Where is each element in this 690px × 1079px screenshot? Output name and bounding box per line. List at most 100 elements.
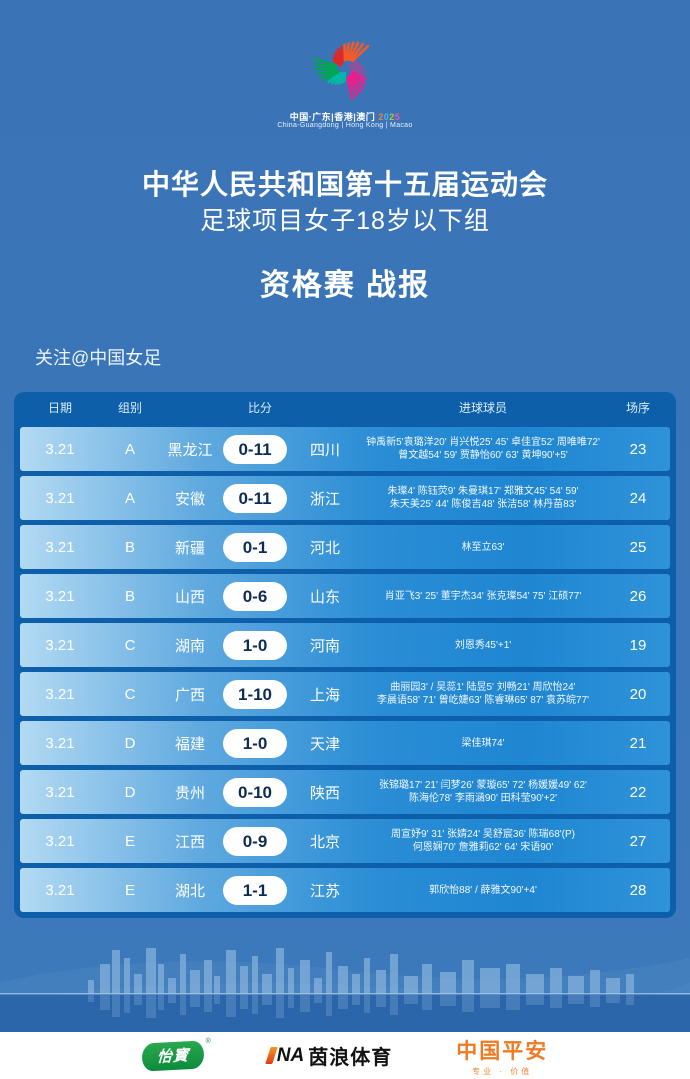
- match-date: 3.21: [45, 489, 75, 507]
- logo-caption-year: 2025: [378, 112, 401, 122]
- match-group: C: [124, 636, 136, 654]
- match-group: A: [124, 440, 135, 458]
- match-group: C: [124, 685, 136, 703]
- page-title: 中华人民共和国第十五届运动会: [141, 169, 548, 200]
- score-cell: 0-9: [220, 826, 290, 856]
- scorers-line-2: 陈海伦78' 李雨涵90' 田科莹90'+2': [409, 793, 557, 804]
- match-group: B: [124, 538, 135, 556]
- scorers-line-1: 刘恩秀45'+1': [454, 639, 512, 651]
- home-team: 湖北: [174, 882, 205, 900]
- score-cell: 0-11: [220, 434, 290, 464]
- goal-scorers: 郭欣怡88' / 薛雅文90'+4': [360, 884, 606, 897]
- home-team: 新疆: [174, 539, 205, 557]
- report-title: 资格赛 战报: [259, 269, 431, 302]
- away-team: 四川: [309, 441, 340, 459]
- table-row: 3.21 C 湖南 1-0 河南 刘恩秀45'+1' 19: [20, 623, 670, 667]
- match-number: 19: [629, 636, 647, 654]
- col-header-scorers: 进球球员: [458, 400, 507, 415]
- logo-caption-en: China-Guangdong | Hong Kong | Macao: [277, 122, 413, 129]
- table-row: 3.21 D 福建 1-0 天津 梁佳琪74' 21: [20, 721, 670, 765]
- score-badge: 0-1: [223, 532, 287, 562]
- match-number: 27: [629, 832, 647, 850]
- score-badge: 0-11: [223, 483, 287, 513]
- match-number: 24: [629, 489, 647, 507]
- sponsor-logo-pingan: 中国平安 专业 · 价值: [456, 1035, 548, 1077]
- goal-scorers: 张锦璐17' 21' 闫梦26' 蒙璇65' 72' 杨媛媛49' 62' 陈海…: [360, 779, 606, 805]
- away-team: 山东: [309, 588, 340, 606]
- match-date: 3.21: [45, 587, 75, 605]
- away-team: 江苏: [309, 882, 340, 900]
- goal-scorers: 梁佳琪74': [360, 737, 606, 750]
- score-cell: 0-6: [220, 581, 290, 611]
- table-row: 3.21 E 湖北 1-1 江苏 郭欣怡88' / 薛雅文90'+4' 28: [20, 868, 670, 912]
- col-header-date: 日期: [47, 400, 72, 415]
- table-row: 3.21 E 江西 0-9 北京 周宣妤9' 31' 张婧24' 吴舒宸36' …: [20, 819, 670, 863]
- follow-account-label: 关注@中国女足: [35, 348, 162, 368]
- match-date: 3.21: [45, 538, 75, 556]
- match-group: A: [124, 489, 135, 507]
- scorers-line-1: 肖亚飞3' 25' 董宇杰34' 张克璨54' 75' 江硕77': [384, 590, 582, 602]
- match-date: 3.21: [45, 783, 75, 801]
- scorers-line-1: 周宣妤9' 31' 张婧24' 吴舒宸36' 陈瑞68'(P): [390, 829, 576, 840]
- scorers-line-1: 朱璨4' 陈钰荧9' 朱曼琪17' 郑雅文45' 54' 59': [387, 486, 579, 497]
- scorers-line-1: 曲丽园3' / 吴蕊1' 陆昱5' 刘畅21' 周欣怡24': [390, 682, 576, 693]
- match-number: 22: [629, 783, 647, 801]
- home-team: 江西: [174, 833, 205, 851]
- match-date: 3.21: [45, 636, 75, 654]
- match-group: E: [124, 832, 135, 850]
- ina-slash-icon: [265, 1047, 278, 1064]
- match-number: 25: [629, 538, 647, 556]
- goal-scorers: 周宣妤9' 31' 张婧24' 吴舒宸36' 陈瑞68'(P) 何恩娴70' 詹…: [360, 828, 606, 854]
- table-row: 3.21 C 广西 1-10 上海 曲丽园3' / 吴蕊1' 陆昱5' 刘畅21…: [20, 672, 670, 716]
- table-row: 3.21 D 贵州 0-10 陕西 张锦璐17' 21' 闫梦26' 蒙璇65'…: [20, 770, 670, 814]
- scorers-line-1: 梁佳琪74': [461, 737, 505, 749]
- score-cell: 1-10: [220, 679, 290, 709]
- pingan-wordmark: 中国平安: [456, 1039, 549, 1063]
- score-badge: 1-10: [223, 679, 287, 709]
- pingan-slogan: 专业 · 价值: [472, 1066, 533, 1076]
- ina-letters: NA: [276, 1044, 305, 1066]
- city-skyline-decoration: [0, 948, 690, 1032]
- sponsor-logo-ina: NA 茵浪体育: [265, 1041, 393, 1070]
- score-cell: 0-11: [220, 483, 290, 513]
- match-group: E: [124, 881, 135, 899]
- score-cell: 1-1: [220, 875, 290, 905]
- match-date: 3.21: [45, 881, 75, 899]
- home-team: 安徽: [174, 490, 205, 508]
- score-badge: 1-1: [223, 875, 287, 905]
- match-number: 28: [629, 881, 647, 899]
- match-group: D: [124, 783, 136, 801]
- away-team: 上海: [309, 686, 340, 704]
- away-team: 河南: [309, 637, 340, 655]
- goal-scorers: 曲丽园3' / 吴蕊1' 陆昱5' 刘畅21' 周欣怡24' 李晨语58' 71…: [360, 681, 606, 707]
- home-team: 湖南: [174, 637, 205, 655]
- match-date: 3.21: [45, 685, 75, 703]
- page-subtitle: 足球项目女子18岁以下组: [200, 207, 490, 235]
- scorers-line-1: 郭欣怡88' / 薛雅文90'+4': [429, 884, 537, 896]
- away-team: 天津: [309, 735, 340, 753]
- scorers-line-2: 何恩娴70' 詹雅莉62' 64' 宋语90': [412, 842, 554, 853]
- match-number: 21: [629, 734, 647, 752]
- score-badge: 0-6: [223, 581, 287, 611]
- table-row: 3.21 A 安徽 0-11 浙江 朱璨4' 陈钰荧9' 朱曼琪17' 郑雅文4…: [20, 476, 670, 520]
- score-badge: 1-0: [223, 728, 287, 758]
- results-table: 日期 组别 比分 进球球员 场序 3.21 A 黑龙江 0-11 四川 钟禹新5…: [14, 392, 676, 918]
- logo-caption-cn: 中国·广东|香港|澳门 2025: [0, 110, 690, 123]
- table-row: 3.21 B 新疆 0-1 河北 林至立63' 25: [20, 525, 670, 569]
- match-group: D: [124, 734, 136, 752]
- away-team: 陕西: [309, 784, 340, 802]
- match-date: 3.21: [45, 440, 75, 458]
- scorers-line-1: 林至立63': [461, 541, 505, 553]
- score-cell: 0-10: [220, 777, 290, 807]
- col-header-seq: 场序: [625, 400, 650, 415]
- score-badge: 0-11: [223, 434, 287, 464]
- sponsor-footer: 怡寳 ® NA 茵浪体育 中国平安 专业 · 价值: [0, 1032, 690, 1079]
- scorers-line-1: 张锦璐17' 21' 闫梦26' 蒙璇65' 72' 杨媛媛49' 62': [379, 780, 587, 791]
- home-team: 福建: [174, 735, 205, 753]
- away-team: 河北: [309, 539, 340, 557]
- scorers-line-2: 曾文越54' 59' 贾静怡60' 63' 黄坤90'+5': [398, 450, 568, 461]
- goal-scorers: 钟禹新5'袁璐洋20' 肖兴悦25' 45' 卓佳宜52' 周唯唯72' 曾文越…: [360, 436, 606, 462]
- ina-wordmark: 茵浪体育: [308, 1047, 393, 1069]
- match-number: 26: [629, 587, 647, 605]
- scorers-line-2: 李晨语58' 71' 曾屹婕63' 陈睿琳65' 87' 袁苏皖77': [376, 695, 590, 706]
